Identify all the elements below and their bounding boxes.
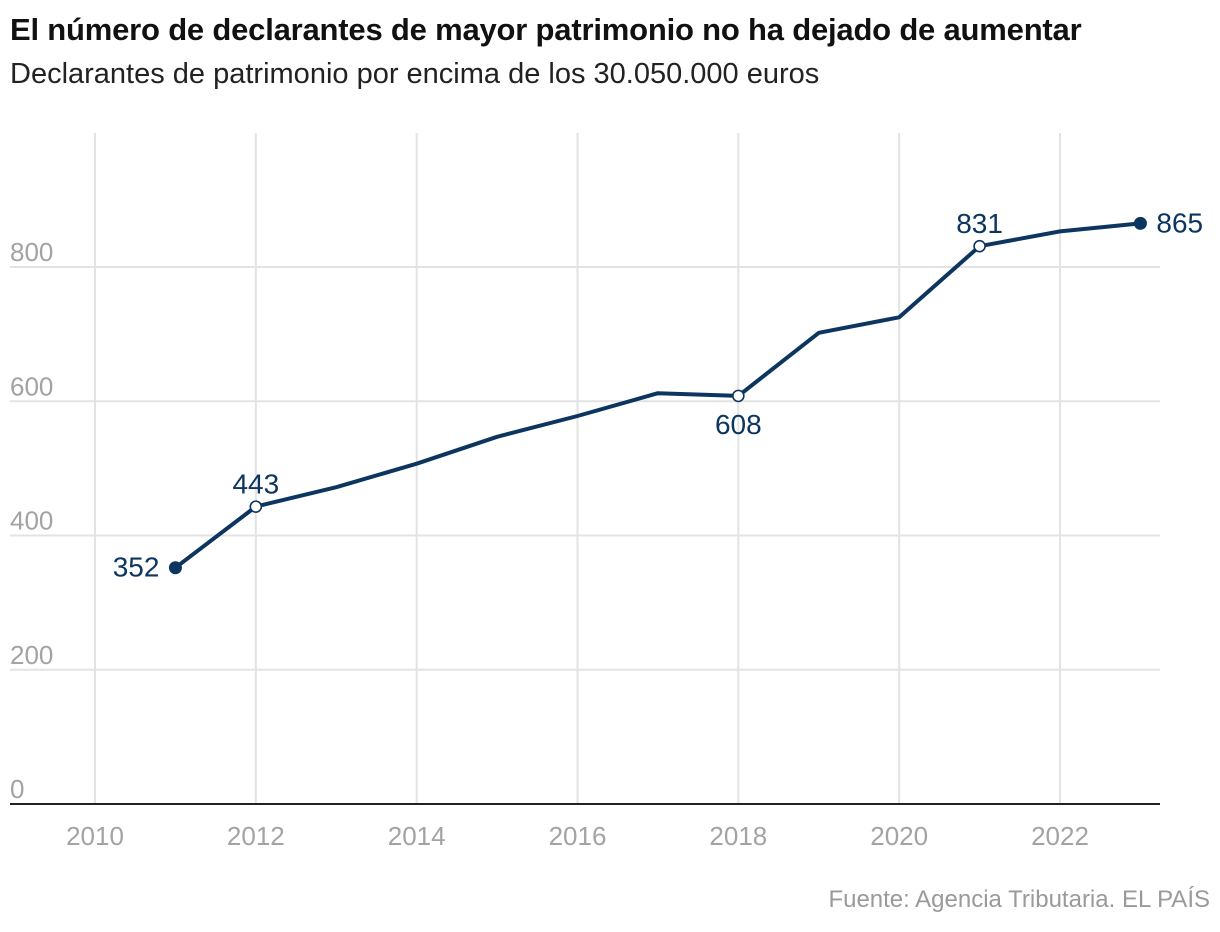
x-tick-label-2020: 2020 — [870, 821, 928, 851]
y-tick-label-800: 800 — [10, 237, 53, 267]
data-point-2023 — [1133, 216, 1147, 230]
x-tick-label-2018: 2018 — [709, 821, 767, 851]
chart-subtitle: Declarantes de patrimonio por encima de … — [10, 58, 820, 90]
y-tick-label-400: 400 — [10, 506, 53, 536]
data-label-2021: 831 — [956, 208, 1003, 239]
x-tick-label-2016: 2016 — [549, 821, 607, 851]
x-tick-label-2014: 2014 — [388, 821, 446, 851]
chart-title: El número de declarantes de mayor patrim… — [10, 12, 1082, 47]
data-point-2011 — [168, 561, 182, 575]
data-point-2018 — [732, 389, 745, 403]
x-tick-label-2012: 2012 — [227, 821, 285, 851]
data-label-2018: 608 — [715, 409, 762, 440]
x-tick-label-2010: 2010 — [66, 821, 124, 851]
source-note: Fuente: Agencia Tributaria. EL PAÍS — [828, 886, 1210, 913]
y-tick-label-600: 600 — [10, 371, 53, 401]
data-label-2011: 352 — [113, 552, 160, 583]
data-label-2012: 443 — [232, 469, 279, 500]
y-tick-label-0: 0 — [10, 774, 24, 804]
y-tick-label-200: 200 — [10, 640, 53, 670]
series-line-0 — [173, 221, 1143, 570]
x-tick-label-2022: 2022 — [1031, 821, 1089, 851]
data-label-2023: 865 — [1156, 207, 1203, 238]
data-point-2012 — [249, 500, 263, 513]
data-point-2021 — [973, 239, 986, 253]
